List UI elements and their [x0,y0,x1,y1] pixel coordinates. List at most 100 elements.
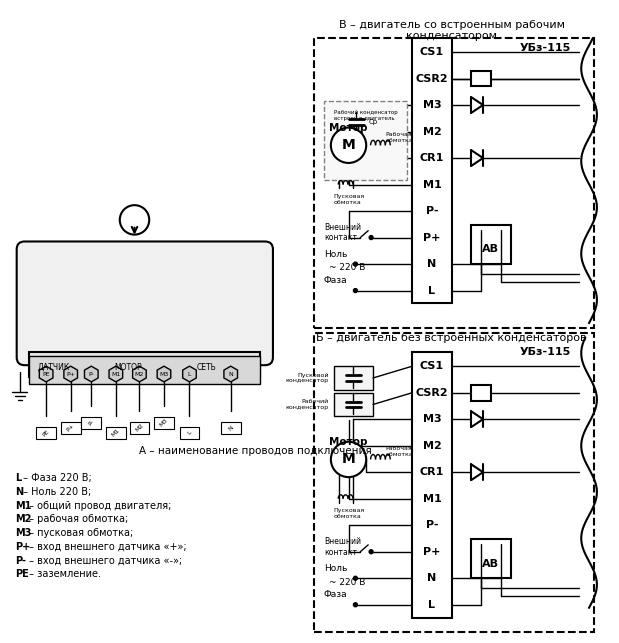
Text: Ноль: Ноль [324,249,347,258]
Bar [471,71,491,86]
Text: АВ: АВ [482,244,500,255]
Text: P-: P- [89,372,94,377]
Circle shape [353,602,357,607]
Text: M1: M1 [111,428,121,438]
Bar [314,333,594,632]
Text: Рабочий конденсатор
встроен в двигатель: Рабочий конденсатор встроен в двигатель [334,111,397,122]
Bar [180,427,199,439]
Text: CSR2: CSR2 [416,388,448,397]
Polygon shape [64,366,77,382]
Text: CR1: CR1 [420,153,444,163]
Polygon shape [132,366,146,382]
Text: P-: P- [426,206,438,216]
Text: N: N [427,574,436,583]
Text: M3: M3 [159,372,168,377]
Polygon shape [40,366,53,382]
Text: P+: P+ [423,547,441,557]
Text: M3: M3 [159,418,169,428]
Text: – рабочая обмотка;: – рабочая обмотка; [25,514,128,525]
Text: M1: M1 [423,494,441,503]
Text: В – двигатель со встроенным рабочим
конденсатором: В – двигатель со встроенным рабочим конд… [339,19,565,41]
Text: – Фаза 220 В;: – Фаза 220 В; [20,473,92,483]
Text: Рабочая
обмотка: Рабочая обмотка [386,132,413,143]
Bar [129,422,149,434]
Text: ДАТЧИК: ДАТЧИК [38,363,70,372]
Text: N: N [427,259,436,269]
Bar [154,417,174,429]
Circle shape [353,576,357,580]
FancyBboxPatch shape [17,242,273,365]
Text: L: L [15,473,21,483]
Text: Рабочий
конденсатор: Рабочий конденсатор [286,399,329,410]
Text: L: L [188,372,191,377]
Text: P+: P+ [15,542,30,552]
Bar [221,422,241,434]
Bar [106,427,126,439]
Text: N: N [228,372,233,377]
Text: ~ 220 В: ~ 220 В [329,264,365,273]
Text: CS1: CS1 [420,47,444,57]
Text: Пусковой
конденсатор: Пусковой конденсатор [286,372,329,383]
Polygon shape [109,366,123,382]
Text: Внешний
контакт: Внешний контакт [324,537,361,557]
Text: L: L [428,600,436,610]
Polygon shape [85,366,98,382]
Circle shape [369,235,373,240]
Text: – Ноль 220 В;: – Ноль 220 В; [20,487,92,497]
Circle shape [120,205,149,235]
Text: M1: M1 [111,372,121,377]
Text: УБз-115: УБз-115 [519,43,571,53]
Text: L: L [428,285,436,296]
Text: – общий провод двигателя;: – общий провод двигателя; [25,501,171,511]
Bar [314,38,594,328]
Bar [30,352,260,377]
Text: Пусковая
обмотка: Пусковая обмотка [334,194,365,204]
Text: M2: M2 [135,372,144,377]
Text: P-: P- [15,556,26,566]
Text: P+: P+ [66,372,75,377]
Text: Ноль: Ноль [324,564,347,573]
Circle shape [353,289,357,293]
Text: PE: PE [15,570,28,579]
Text: – вход внешнего датчика «-»;: – вход внешнего датчика «-»; [25,556,181,566]
Bar [30,356,260,384]
Text: M3: M3 [423,414,441,424]
Text: АВ: АВ [482,559,500,568]
Bar [471,225,511,264]
Bar [412,38,452,303]
Text: CR1: CR1 [420,467,444,477]
Circle shape [331,442,366,477]
Text: Мотор: Мотор [329,123,368,132]
Text: M1: M1 [423,179,441,190]
Bar [471,385,491,401]
Text: Cp: Cp [368,119,378,125]
Text: P-: P- [87,419,95,427]
Text: ~ 220 В: ~ 220 В [329,577,365,586]
Text: МОТОР: МОТОР [114,363,142,372]
Text: Внешний
контакт: Внешний контакт [324,223,361,242]
Text: L: L [186,430,193,436]
Text: PE: PE [42,372,50,377]
Text: PE: PE [41,428,51,437]
Text: А – наименование проводов подключения: А – наименование проводов подключения [139,446,372,456]
Text: Рабочая
обмотка: Рабочая обмотка [386,446,413,457]
Text: P+: P+ [66,423,76,433]
Text: M2: M2 [15,514,31,525]
Bar [334,393,373,416]
Text: M2: M2 [134,423,144,433]
Polygon shape [157,366,171,382]
Circle shape [369,550,373,554]
Bar [37,427,56,439]
Text: M2: M2 [423,127,441,136]
Text: – заземление.: – заземление. [25,570,100,579]
Polygon shape [224,366,238,382]
Text: – пусковая обмотка;: – пусковая обмотка; [25,528,133,538]
Text: CS1: CS1 [420,361,444,371]
Text: M3: M3 [15,528,31,538]
Text: P-: P- [426,520,438,530]
Text: Б – двигатель без встроенных конденсаторов: Б – двигатель без встроенных конденсатор… [316,332,587,343]
Bar [82,417,101,429]
Text: Пусковая
обмотка: Пусковая обмотка [334,508,365,519]
Bar [471,539,511,578]
Text: M3: M3 [423,100,441,110]
